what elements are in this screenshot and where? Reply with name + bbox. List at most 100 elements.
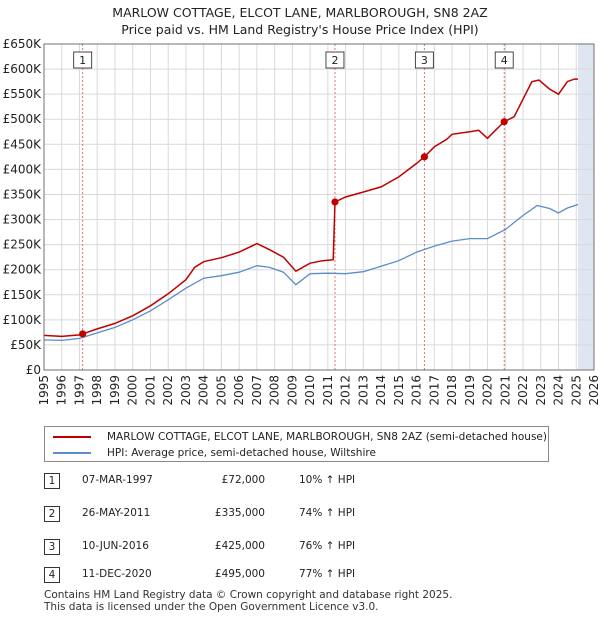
attribution-line2: This data is licensed under the Open Gov… <box>44 600 379 613</box>
sale-marker-box <box>414 51 434 69</box>
x-tick-label: 1997 <box>72 375 86 406</box>
x-tick-label: 2001 <box>143 375 157 406</box>
y-tick-label: £0 <box>26 363 41 377</box>
sale-number-badge: 2 <box>44 506 60 522</box>
grid <box>43 43 595 371</box>
x-tick-label: 1996 <box>55 375 69 406</box>
x-tick-label: 2007 <box>250 375 264 406</box>
sale-hpi-change: 77% ↑ HPI <box>299 568 356 580</box>
x-tick-label: 2024 <box>552 375 566 406</box>
legend-swatch-hpi <box>53 452 91 454</box>
sale-number-badge: 1 <box>44 473 60 489</box>
x-tick-label: 2006 <box>232 375 246 406</box>
sale-marker-box <box>494 51 514 69</box>
y-tick-label: £350K <box>3 187 43 201</box>
x-tick-label: 2020 <box>481 375 495 406</box>
x-tick-label: 1998 <box>90 375 104 406</box>
legend-swatch-property <box>53 436 91 438</box>
legend-item-hpi: HPI: Average price, semi-detached house,… <box>53 445 376 461</box>
series-layer <box>43 78 579 342</box>
chart-title-line1: MARLOW COTTAGE, ELCOT LANE, MARLBOROUGH,… <box>112 5 488 20</box>
sale-marker-box <box>73 51 93 69</box>
property-series-line <box>43 78 578 338</box>
x-tick-label: 2017 <box>427 375 441 406</box>
forecast-shade <box>578 44 594 370</box>
x-tick-label: 2010 <box>303 375 317 406</box>
y-tick-label: £600K <box>3 62 43 76</box>
x-tick-label: 2012 <box>339 375 353 406</box>
x-tick-label: 1999 <box>108 375 122 406</box>
sale-price: £335,000 <box>214 507 265 519</box>
x-tick-label: 2022 <box>516 375 530 406</box>
x-tick-label: 2004 <box>197 375 211 406</box>
attribution-footer: Contains HM Land Registry data © Crown c… <box>44 589 453 613</box>
sale-row: 2 26-MAY-2011 £335,000 74% ↑ HPI <box>0 506 600 526</box>
y-tick-label: £150K <box>3 288 43 302</box>
y-tick-label: £300K <box>3 213 43 227</box>
sale-marker-label: 3 <box>421 54 428 67</box>
y-tick-label: £550K <box>3 87 43 101</box>
x-tick-label: 2003 <box>179 375 193 406</box>
sale-point <box>500 118 508 126</box>
x-tick-label: 2025 <box>569 375 583 406</box>
sale-hpi-change: 74% ↑ HPI <box>299 507 356 519</box>
legend-label-hpi: HPI: Average price, semi-detached house,… <box>107 447 376 459</box>
sale-date: 10-JUN-2016 <box>82 540 149 552</box>
sale-row: 4 11-DEC-2020 £495,000 77% ↑ HPI <box>0 567 600 587</box>
sale-point <box>331 198 339 206</box>
sale-price: £72,000 <box>221 474 265 486</box>
x-tick-label: 2019 <box>463 375 477 406</box>
chart-title: MARLOW COTTAGE, ELCOT LANE, MARLBOROUGH,… <box>0 4 600 38</box>
legend-label-property: MARLOW COTTAGE, ELCOT LANE, MARLBOROUGH,… <box>107 431 547 443</box>
x-tick-label: 2021 <box>498 375 512 406</box>
x-tick-label: 2015 <box>392 375 406 406</box>
y-tick-label: £250K <box>3 238 43 252</box>
legend-item-property: MARLOW COTTAGE, ELCOT LANE, MARLBOROUGH,… <box>53 429 547 445</box>
x-tick-label: 2000 <box>126 375 140 406</box>
x-tick-label: 2011 <box>321 375 335 406</box>
sale-price: £425,000 <box>214 540 265 552</box>
plot-frame <box>43 43 595 371</box>
y-axis-ticks: £0 £50K £100K £150K £200K £250K £300K £350K £400… <box>3 37 43 377</box>
x-tick-label: 2014 <box>374 375 388 406</box>
sale-date: 07-MAR-1997 <box>82 474 153 486</box>
x-tick-label: 2013 <box>356 375 370 406</box>
attribution-line1: Contains HM Land Registry data © Crown c… <box>44 589 453 601</box>
y-tick-label: £500K <box>3 112 43 126</box>
sale-marker-lines <box>82 44 505 370</box>
sale-marker-label: 1 <box>79 54 86 67</box>
sale-number-badge: 4 <box>44 567 60 583</box>
sale-date: 26-MAY-2011 <box>82 507 151 519</box>
sale-number-badge: 3 <box>44 539 60 555</box>
x-tick-label: 2016 <box>410 375 424 406</box>
sale-hpi-change: 76% ↑ HPI <box>299 540 356 552</box>
x-tick-label: 1995 <box>37 375 51 406</box>
sale-point <box>79 330 87 338</box>
sale-hpi-change: 10% ↑ HPI <box>299 474 356 486</box>
sale-point <box>420 153 428 161</box>
y-tick-label: £200K <box>3 263 43 277</box>
y-tick-label: £650K <box>3 37 43 51</box>
x-tick-label: 2023 <box>534 375 548 406</box>
y-tick-label: £50K <box>10 338 42 352</box>
y-tick-label: £100K <box>3 313 43 327</box>
y-tick-label: £450K <box>3 137 43 151</box>
x-tick-label: 2005 <box>214 375 228 406</box>
x-tick-label: 2009 <box>285 375 299 406</box>
price-chart: 1 2 3 4 £0 £50K £100K £150K £200K £250K £300K £350… <box>3 37 600 406</box>
sale-date: 11-DEC-2020 <box>82 568 152 580</box>
sale-price: £495,000 <box>214 568 265 580</box>
hpi-series-line <box>43 203 579 342</box>
x-tick-label: 2002 <box>161 375 175 406</box>
sale-marker-labels: 1 2 3 4 <box>73 51 514 69</box>
sale-row: 1 07-MAR-1997 £72,000 10% ↑ HPI <box>0 473 600 493</box>
sale-marker-label: 2 <box>331 54 338 67</box>
sale-marker-label: 4 <box>501 54 508 67</box>
sale-points <box>79 118 508 338</box>
chart-legend: MARLOW COTTAGE, ELCOT LANE, MARLBOROUGH,… <box>44 426 549 462</box>
chart-subtitle: Price paid vs. HM Land Registry's House … <box>121 22 479 37</box>
x-tick-label: 2026 <box>587 375 600 406</box>
sale-row: 3 10-JUN-2016 £425,000 76% ↑ HPI <box>0 539 600 559</box>
x-tick-label: 2018 <box>445 375 459 406</box>
y-tick-label: £400K <box>3 162 43 176</box>
